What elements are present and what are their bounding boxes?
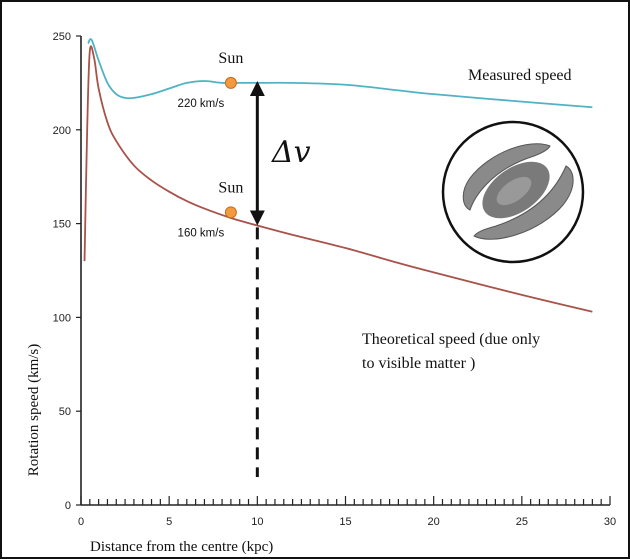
measured-speed-line (87, 38, 593, 109)
sun-speed-label: 220 km/s (178, 98, 225, 110)
measured-speed-label: Measured speed (468, 67, 572, 84)
x-tick-label: 15 (339, 516, 351, 528)
y-tick-labels: 0 50 100 150 200 250 (53, 31, 81, 512)
y-tick-label: 250 (53, 31, 71, 43)
y-tick-label: 200 (53, 125, 71, 137)
y-axis-title: Rotation speed (km/s) (26, 344, 42, 476)
theoretical-speed-line (83, 45, 593, 313)
x-tick-label: 20 (428, 516, 440, 528)
axes (80, 36, 610, 506)
x-tick-label: 25 (516, 516, 528, 528)
x-tick-label: 5 (166, 516, 172, 528)
sun-label: Sun (218, 50, 243, 67)
x-tick-labels: 0 5 10 15 20 25 30 (78, 516, 616, 528)
x-tick-label: 30 (604, 516, 616, 528)
x-minor-ticks (80, 496, 611, 505)
sun-marker (224, 206, 237, 219)
theoretical-speed-label-line2: to visible matter ) (362, 355, 475, 372)
spiral-galaxy-icon (441, 120, 585, 264)
points-layer: Sun 220 km/s Sun 160 km/s (178, 50, 244, 239)
y-tick-label: 100 (53, 312, 71, 324)
sun-label: Sun (218, 179, 243, 196)
x-tick-label: 10 (251, 516, 263, 528)
delta-v-label: Δv (271, 135, 311, 170)
x-tick-label: 0 (78, 516, 84, 528)
sun-speed-label: 160 km/s (178, 227, 225, 239)
y-tick-label: 0 (65, 500, 71, 512)
y-tick-label: 150 (53, 219, 71, 231)
y-tick-label: 50 (59, 406, 71, 418)
series-layer (83, 38, 593, 313)
sun-marker (224, 76, 237, 89)
x-axis-title: Distance from the centre (kpc) (90, 539, 273, 555)
theoretical-speed-label-line1: Theoretical speed (due only (362, 331, 540, 348)
